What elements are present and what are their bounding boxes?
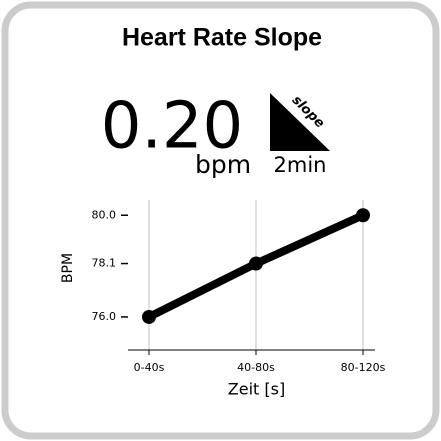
y-tick-label: 76.0 <box>92 310 117 323</box>
title: Heart Rate Slope <box>122 24 322 52</box>
y-tick-label: 78.1 <box>92 257 117 270</box>
metric-window: 2min <box>274 153 327 177</box>
metric-value: 0.20 <box>101 90 244 164</box>
chart: 76.0 78.1 80.0 0-40s 40-80s 80-120s Zeit [s] BP… <box>60 200 386 399</box>
x-tick-label: 0-40s <box>134 361 165 374</box>
x-axis-label: Zeit [s] <box>228 380 285 399</box>
x-tick-label: 80-120s <box>341 361 386 374</box>
y-axis-label: BPM <box>60 253 76 283</box>
y-tick-label: 80.0 <box>92 208 117 221</box>
data-point <box>142 309 156 324</box>
slope-icon <box>270 93 330 151</box>
data-point <box>356 208 370 223</box>
data-point <box>249 256 263 271</box>
metric-unit: bpm <box>195 150 251 179</box>
x-tick-label: 40-80s <box>237 361 275 374</box>
